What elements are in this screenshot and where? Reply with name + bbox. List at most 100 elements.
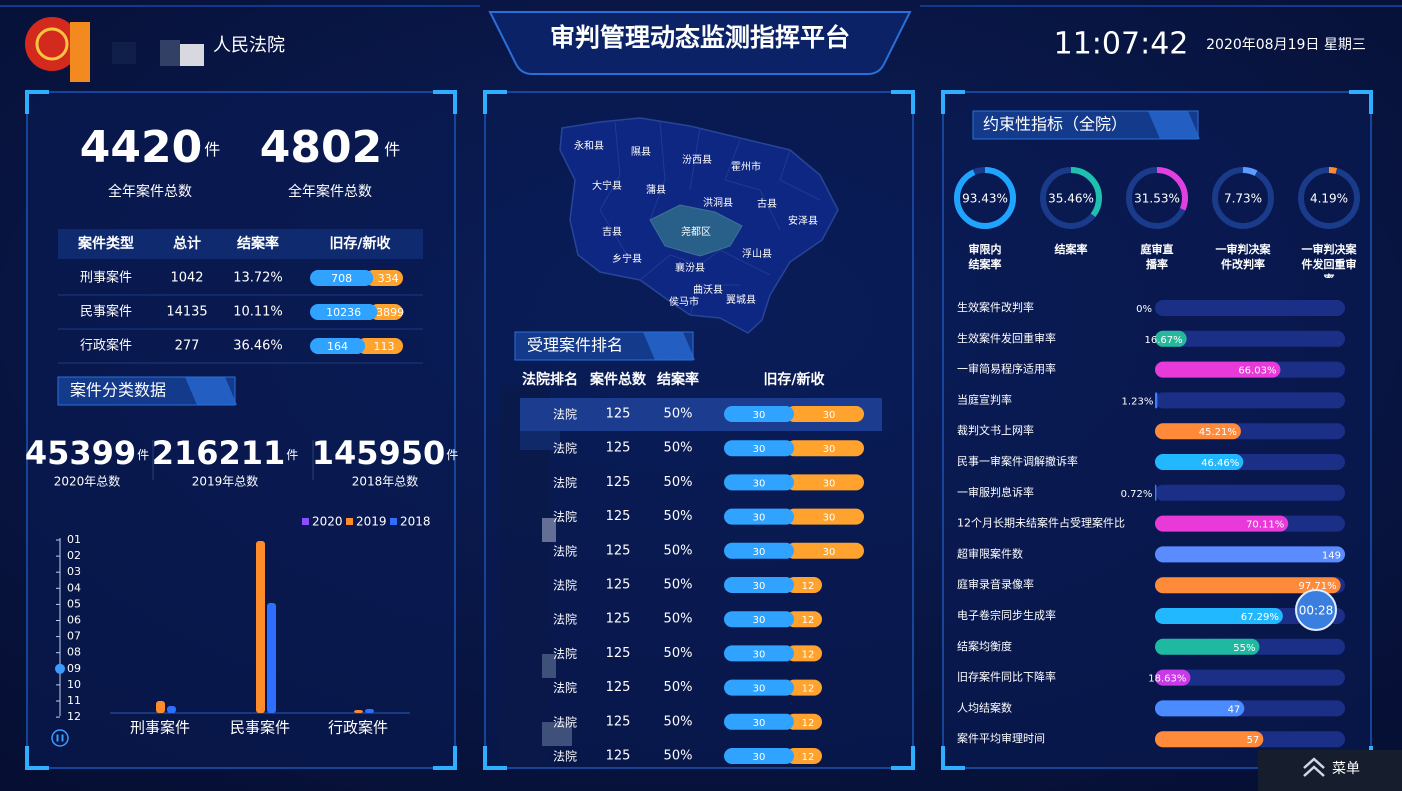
map-label: 洪洞县 (703, 197, 733, 209)
old-label: 10236 (326, 306, 361, 319)
map-label: 霍州市 (731, 160, 761, 173)
menu-bg (1258, 750, 1402, 791)
timeline-label: 08 (67, 646, 81, 659)
year-label: 2018年总数 (352, 474, 419, 489)
indicator-name: 生效案件发回重审率 (957, 331, 1056, 345)
new-bar (786, 577, 822, 593)
new-bar (786, 406, 864, 422)
table-header: 法院排名 (522, 371, 578, 388)
indicator-value: 149 (1322, 550, 1341, 561)
old-bar (724, 474, 794, 491)
redaction (180, 44, 204, 66)
year-unit: 件 (446, 448, 458, 462)
ring-label: 93.43% (962, 192, 1008, 206)
old-label: 30 (753, 444, 766, 455)
section-stripe (1158, 111, 1180, 139)
ring-name: 结案率 (1054, 243, 1088, 256)
total-value: 4420 (80, 122, 202, 173)
legend-label: 2020 (312, 515, 343, 529)
map-label: 汾西县 (682, 154, 712, 166)
menu-button[interactable]: 菜单 (1332, 761, 1360, 777)
indicator-bar (1155, 392, 1158, 409)
court-rate: 50% (664, 680, 693, 695)
court-rate: 50% (664, 646, 693, 661)
indicator-bar (1155, 361, 1281, 378)
new-bar (786, 508, 864, 525)
indicator-name: 超审限案件数 (957, 546, 1023, 560)
year-total: 145950件 (312, 434, 459, 472)
timeline-label: 12 (67, 710, 81, 723)
indicator-name: 旧存案件同比下降率 (957, 670, 1056, 684)
map-label: 曲沃县 (693, 284, 723, 296)
indicator-name: 电子卷宗同步生成率 (957, 608, 1056, 622)
case-type: 行政案件 (80, 339, 132, 354)
timer: 00:28 (1299, 604, 1334, 618)
total-label: 全年案件总数 (288, 183, 372, 200)
ring-name-box: 审限内结案率 (968, 243, 1002, 271)
ring-label: 7.73% (1224, 192, 1262, 206)
bar (256, 541, 265, 713)
court-name: 法院 (553, 681, 577, 695)
court-name: 法院 (553, 715, 577, 729)
court-total: 125 (606, 714, 631, 729)
map-label: 乡宁县 (612, 252, 642, 265)
indicator-name: 人均结案数 (957, 700, 1012, 714)
section-title: 约束性指标（全院） (983, 115, 1127, 134)
indicator-track (1155, 392, 1345, 409)
indicator-value: 0% (1136, 304, 1152, 315)
court-emblem (25, 17, 79, 71)
old-bar (724, 748, 794, 764)
old-bar (724, 679, 794, 696)
section-stripe (653, 332, 675, 360)
new-label: 12 (802, 752, 815, 763)
ring-name: 一审判决案件改判率 (1215, 243, 1271, 271)
indicator-name: 生效案件改判率 (957, 300, 1034, 314)
court-name: 法院 (553, 613, 577, 627)
new-bar (786, 748, 822, 764)
old-label: 30 (753, 547, 766, 558)
new-bar (369, 304, 403, 320)
case-type: 刑事案件 (80, 271, 132, 286)
ring-name: 庭审直播率 (1140, 243, 1174, 271)
court-name: 法院 (553, 476, 577, 490)
total-unit: 件 (204, 140, 220, 159)
year-label: 2019年总数 (192, 474, 259, 489)
timeline-label: 10 (67, 678, 81, 691)
map-label: 浮山县 (742, 248, 772, 260)
x-tick-label: 刑事案件 (130, 719, 190, 737)
section-stripe (215, 377, 237, 405)
court-total: 125 (606, 578, 631, 593)
bar (267, 603, 276, 713)
indicator-value: 0.72% (1121, 489, 1153, 500)
court-name: 法院 (553, 544, 577, 558)
old-label: 30 (753, 478, 766, 489)
new-label: 12 (802, 649, 815, 660)
indicator-name: 结案均衡度 (957, 639, 1012, 653)
old-label: 30 (753, 581, 766, 592)
total-number: 4420 件 (80, 122, 220, 173)
indicator-value: 57 (1247, 735, 1260, 746)
old-label: 30 (753, 649, 766, 660)
new-bar (786, 474, 864, 491)
old-label: 30 (753, 752, 766, 763)
indicator-track (1155, 669, 1345, 686)
table-header: 旧存/新收 (763, 371, 825, 388)
new-bar (786, 679, 822, 696)
timeline-label: 09 (67, 662, 81, 675)
section-stripe (1178, 111, 1200, 139)
court-total: 125 (606, 612, 631, 627)
bar (354, 710, 363, 713)
court-name: 人民法院 (213, 35, 285, 56)
legend-label: 2019 (356, 515, 387, 529)
indicator-bar (1155, 608, 1283, 624)
old-bar (724, 406, 794, 422)
court-name: 法院 (553, 750, 577, 764)
map-label: 安泽县 (788, 214, 818, 227)
total-label: 全年案件总数 (108, 183, 192, 200)
case-total: 14135 (166, 305, 207, 320)
x-tick-label: 民事案件 (230, 719, 290, 737)
ring-name: 审限内结案率 (968, 243, 1002, 271)
new-bar (365, 270, 403, 286)
bar (156, 701, 165, 713)
legend-swatch (302, 518, 309, 525)
